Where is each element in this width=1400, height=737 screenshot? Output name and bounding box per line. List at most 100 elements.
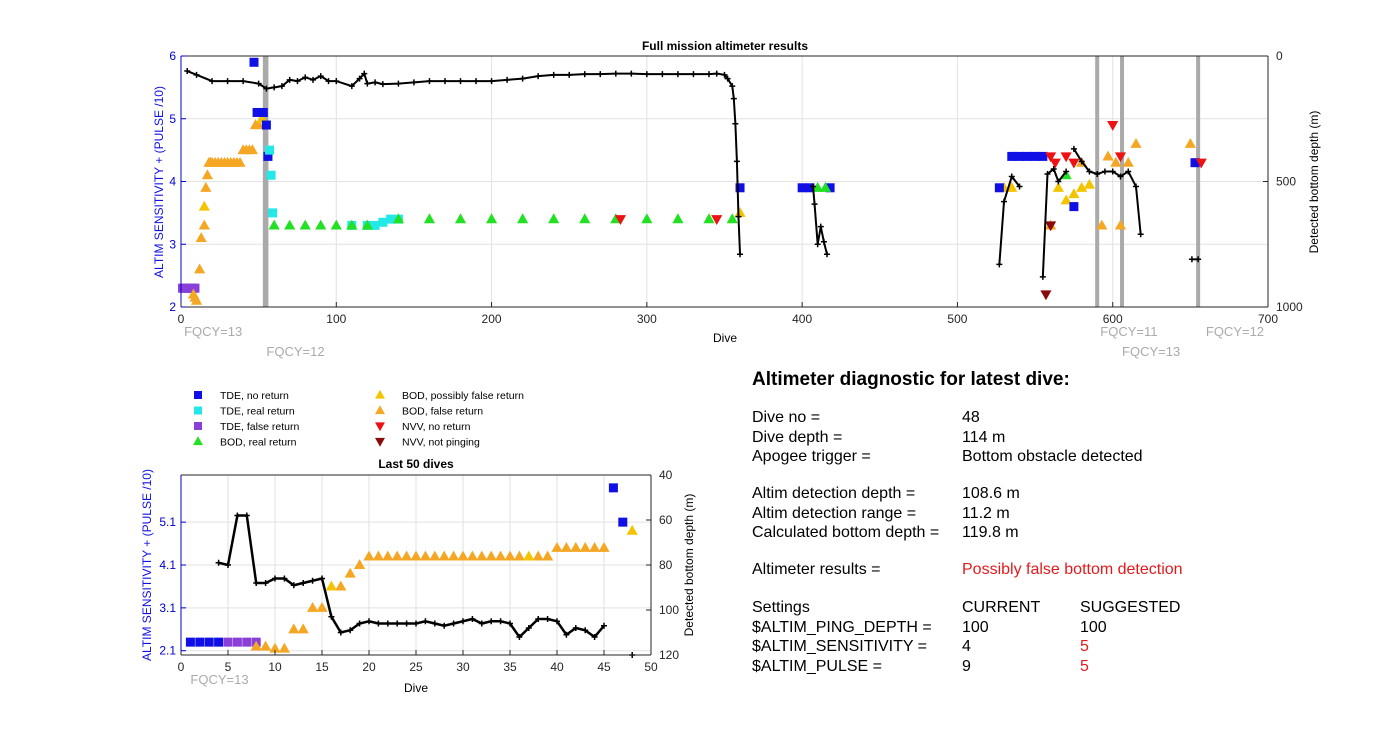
depth-point bbox=[253, 580, 260, 586]
depth-segment-line bbox=[998, 174, 1021, 265]
depth-point bbox=[504, 76, 511, 83]
depth-point bbox=[317, 73, 324, 80]
depth-point bbox=[535, 73, 542, 80]
data-point-bod-real-return bbox=[812, 181, 824, 192]
depth-point bbox=[566, 71, 573, 78]
depth-point bbox=[817, 223, 824, 230]
depth-point bbox=[457, 78, 464, 85]
data-point-bod-real-return bbox=[361, 219, 373, 230]
data-point-tde-real-return bbox=[386, 214, 396, 224]
data-point-tde-no-return bbox=[805, 183, 815, 193]
data-point-bod-possibly-false-return bbox=[1052, 181, 1064, 192]
data-point-tde-no-return bbox=[185, 637, 195, 647]
main-chart: FQCY=13 FQCY=12 FQCY=11 FQCY=13 FQCY=12 0 100 2… bbox=[169, 49, 1303, 359]
data-point-tde-false-return bbox=[190, 283, 200, 293]
x-tick-label: 600 bbox=[1103, 312, 1123, 326]
data-point-tde-no-return bbox=[735, 183, 745, 193]
data-point-bod-false-return bbox=[344, 567, 356, 578]
apogee-value: Bottom obstacle detected bbox=[962, 448, 1143, 465]
legend-marker-tde-no-return bbox=[194, 391, 202, 399]
x-tick-label: 15 bbox=[315, 660, 329, 674]
x-tick-label: 200 bbox=[482, 312, 502, 326]
data-point-nvv-no-return bbox=[1049, 158, 1061, 169]
x-tick-label: 25 bbox=[409, 660, 423, 674]
fqcy-label: FQCY=12 bbox=[266, 344, 324, 359]
x-tick-label: 45 bbox=[597, 660, 611, 674]
data-point-bod-false-return bbox=[457, 550, 469, 561]
data-point-nvv-no-return bbox=[1060, 152, 1072, 163]
depth-point bbox=[184, 68, 191, 75]
data-point-bod-real-return bbox=[641, 213, 653, 224]
depth-point bbox=[347, 627, 354, 634]
data-point-nvv-no-return bbox=[711, 215, 723, 225]
data-point-bod-false-return bbox=[297, 623, 309, 634]
depth-point bbox=[507, 620, 513, 627]
depth-point bbox=[403, 620, 410, 627]
data-point-nvv-no-return bbox=[1045, 152, 1057, 163]
depth-point bbox=[240, 78, 247, 85]
setting-suggested: 5 bbox=[1080, 657, 1089, 675]
data-point-bod-possibly-false-return bbox=[1060, 194, 1072, 205]
results-value: Possibly false bottom detection bbox=[962, 561, 1183, 578]
depth-point bbox=[431, 620, 438, 627]
data-point-bod-false-return bbox=[429, 550, 441, 561]
data-point-bod-false-return bbox=[269, 642, 281, 653]
diagnostic-panel: Altimeter diagnostic for latest dive: Di… bbox=[752, 370, 1372, 680]
depth-point bbox=[582, 627, 589, 634]
depth-point bbox=[544, 616, 551, 622]
depth-point bbox=[375, 620, 382, 627]
data-point-bod-false-return bbox=[260, 640, 272, 651]
data-point-tde-no-return bbox=[195, 637, 205, 647]
depth-point bbox=[441, 78, 448, 85]
data-point-bod-possibly-false-return bbox=[256, 112, 268, 123]
data-point-bod-false-return bbox=[513, 550, 525, 561]
legend: TDE, no return TDE, real return TDE, false… bbox=[193, 389, 524, 449]
fqcy-label: FQCY=12 bbox=[1206, 324, 1264, 339]
depth-point bbox=[724, 75, 731, 82]
data-point-tde-no-return bbox=[1069, 202, 1079, 212]
depth-point bbox=[1101, 168, 1108, 175]
depth-point bbox=[366, 618, 372, 625]
calc-depth-value: 119.8 m bbox=[962, 524, 1019, 541]
depth-point bbox=[460, 618, 466, 625]
data-point-bod-false-return bbox=[542, 550, 554, 561]
depth-point bbox=[473, 78, 480, 85]
depth-point bbox=[1078, 158, 1085, 165]
data-point-bod-real-return bbox=[703, 213, 715, 224]
depth-point bbox=[516, 634, 523, 640]
depth-point bbox=[379, 81, 386, 88]
x-tick-label: 35 bbox=[503, 660, 517, 674]
depth-point bbox=[271, 84, 278, 91]
depth-point bbox=[286, 76, 293, 83]
legend-label: NVV, no return bbox=[402, 421, 471, 433]
suggested-label: SUGGESTED bbox=[1080, 599, 1181, 616]
depth-point bbox=[209, 78, 216, 85]
data-point-bod-real-return bbox=[392, 213, 404, 224]
data-point-bod-false-return bbox=[410, 550, 422, 561]
depth-point bbox=[550, 71, 557, 78]
x-tick-label: 0 bbox=[178, 660, 185, 674]
legend-label: BOD, real return bbox=[220, 437, 297, 449]
data-point-bod-false-return bbox=[1184, 138, 1196, 148]
depth-point bbox=[519, 75, 526, 82]
data-point-tde-real-return bbox=[370, 220, 380, 230]
depth-point bbox=[690, 71, 697, 78]
data-point-tde-no-return bbox=[618, 517, 628, 527]
y-tick-label: 3 bbox=[169, 237, 176, 251]
depth-point bbox=[581, 71, 588, 78]
data-point-bod-false-return bbox=[200, 181, 212, 192]
x-tick-label: 0 bbox=[178, 312, 185, 326]
data-point-bod-false-return bbox=[466, 550, 478, 561]
depth-point bbox=[333, 78, 340, 85]
y2-tick-label: 120 bbox=[659, 648, 679, 662]
data-point-tde-no-return bbox=[261, 120, 271, 130]
setting-current: 9 bbox=[962, 657, 971, 675]
data-point-bod-real-return bbox=[454, 213, 467, 224]
depth-point bbox=[278, 83, 285, 90]
data-point-bod-real-return bbox=[330, 219, 342, 230]
depth-point bbox=[309, 577, 316, 584]
depth-point bbox=[356, 620, 363, 627]
depth-point bbox=[328, 613, 335, 620]
depth-point bbox=[255, 80, 262, 87]
y-tick-label: 4 bbox=[169, 175, 176, 189]
